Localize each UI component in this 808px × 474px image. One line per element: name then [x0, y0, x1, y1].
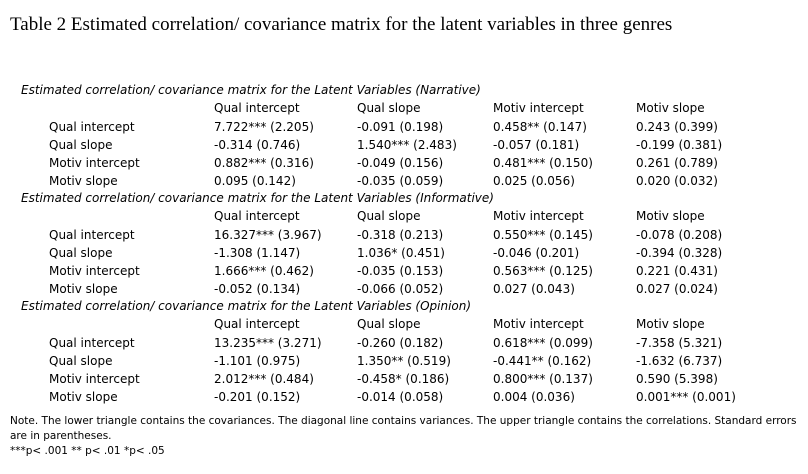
- table-row: Qual slope -1.101 (0.975) 1.350** (0.519…: [0, 352, 808, 370]
- column-header: Motiv intercept: [493, 209, 584, 223]
- table-cell: 0.025 (0.056): [493, 174, 575, 188]
- row-label: Motiv intercept: [49, 372, 140, 386]
- column-header: Qual slope: [357, 209, 421, 223]
- table-cell: 1.666*** (0.462): [214, 264, 314, 278]
- table-cell: -1.308 (1.147): [214, 246, 301, 260]
- table-cell: -0.458* (0.186): [357, 372, 450, 386]
- table-row: Qual slope -0.314 (0.746) 1.540*** (2.48…: [0, 136, 808, 154]
- row-label: Qual slope: [49, 138, 113, 152]
- correlation-table: Estimated correlation/ covariance matrix…: [0, 82, 808, 406]
- row-label: Qual intercept: [49, 336, 135, 350]
- column-header: Qual slope: [357, 317, 421, 331]
- table-cell: 0.458** (0.147): [493, 120, 587, 134]
- table-cell: -1.632 (6.737): [636, 354, 723, 368]
- table-cell: 1.350** (0.519): [357, 354, 451, 368]
- column-header: Motiv slope: [636, 209, 705, 223]
- table-cell: 2.012*** (0.484): [214, 372, 314, 386]
- row-label: Qual slope: [49, 246, 113, 260]
- row-label: Qual intercept: [49, 228, 135, 242]
- table-cell: 0.481*** (0.150): [493, 156, 593, 170]
- table-cell: -0.441** (0.162): [493, 354, 592, 368]
- table-row: Motiv intercept 0.882*** (0.316) -0.049 …: [0, 154, 808, 172]
- table-cell: 1.540*** (2.483): [357, 138, 457, 152]
- column-header: Motiv slope: [636, 101, 705, 115]
- table-cell: 0.243 (0.399): [636, 120, 718, 134]
- table-row: Motiv slope -0.201 (0.152) -0.014 (0.058…: [0, 388, 808, 406]
- row-label: Motiv slope: [49, 282, 118, 296]
- significance-legend: ***p< .001 ** p< .01 *p< .05: [10, 445, 165, 457]
- table-cell: 0.261 (0.789): [636, 156, 718, 170]
- table-cell: -0.014 (0.058): [357, 390, 444, 404]
- column-header: Motiv intercept: [493, 317, 584, 331]
- table-cell: -0.394 (0.328): [636, 246, 723, 260]
- table-cell: 0.027 (0.043): [493, 282, 575, 296]
- column-header: Motiv intercept: [493, 101, 584, 115]
- table-cell: -1.101 (0.975): [214, 354, 301, 368]
- table-cell: -0.035 (0.059): [357, 174, 444, 188]
- row-label: Motiv slope: [49, 390, 118, 404]
- table-cell: 0.800*** (0.137): [493, 372, 593, 386]
- table-cell: 0.550*** (0.145): [493, 228, 593, 242]
- table-cell: 0.563*** (0.125): [493, 264, 593, 278]
- table-cell: 0.618*** (0.099): [493, 336, 593, 350]
- table-cell: -0.046 (0.201): [493, 246, 580, 260]
- table-cell: 0.221 (0.431): [636, 264, 718, 278]
- table-cell: -0.066 (0.052): [357, 282, 444, 296]
- table-cell: 1.036* (0.451): [357, 246, 445, 260]
- table-row: Qual slope -1.308 (1.147) 1.036* (0.451)…: [0, 244, 808, 262]
- table-cell: -0.078 (0.208): [636, 228, 723, 242]
- table-row: Qual intercept 13.235*** (3.271) -0.260 …: [0, 334, 808, 352]
- row-label: Motiv slope: [49, 174, 118, 188]
- table-cell: 0.027 (0.024): [636, 282, 718, 296]
- table-cell: -7.358 (5.321): [636, 336, 723, 350]
- table-cell: 0.004 (0.036): [493, 390, 575, 404]
- column-header: Qual intercept: [214, 209, 300, 223]
- table-row: Qual intercept 7.722*** (2.205) -0.091 (…: [0, 118, 808, 136]
- table-row: Motiv intercept 1.666*** (0.462) -0.035 …: [0, 262, 808, 280]
- table-note: Note. The lower triangle contains the co…: [10, 415, 797, 442]
- table-cell: 16.327*** (3.967): [214, 228, 322, 242]
- table-cell: -0.049 (0.156): [357, 156, 444, 170]
- row-label: Qual slope: [49, 354, 113, 368]
- table-cell: 0.095 (0.142): [214, 174, 296, 188]
- table-cell: 0.020 (0.032): [636, 174, 718, 188]
- table-row: Motiv slope -0.052 (0.134) -0.066 (0.052…: [0, 280, 808, 298]
- column-header-row: Qual intercept Qual slope Motiv intercep…: [0, 207, 808, 226]
- column-header: Qual slope: [357, 101, 421, 115]
- column-header: Qual intercept: [214, 317, 300, 331]
- table-cell: -0.260 (0.182): [357, 336, 444, 350]
- row-label: Qual intercept: [49, 120, 135, 134]
- table-cell: 0.001*** (0.001): [636, 390, 736, 404]
- table-row: Motiv slope 0.095 (0.142) -0.035 (0.059)…: [0, 172, 808, 190]
- column-header: Qual intercept: [214, 101, 300, 115]
- table-cell: -0.052 (0.134): [214, 282, 301, 296]
- table-cell: -0.057 (0.181): [493, 138, 580, 152]
- table-row: Qual intercept 16.327*** (3.967) -0.318 …: [0, 226, 808, 244]
- column-header-row: Qual intercept Qual slope Motiv intercep…: [0, 315, 808, 334]
- column-header-row: Qual intercept Qual slope Motiv intercep…: [0, 99, 808, 118]
- table-row: Motiv intercept 2.012*** (0.484) -0.458*…: [0, 370, 808, 388]
- table-cell: 0.590 (5.398): [636, 372, 718, 386]
- table-cell: -0.201 (0.152): [214, 390, 301, 404]
- section-title: Estimated correlation/ covariance matrix…: [21, 299, 472, 313]
- table-cell: -0.091 (0.198): [357, 120, 444, 134]
- table-cell: 7.722*** (2.205): [214, 120, 314, 134]
- table-cell: -0.199 (0.381): [636, 138, 723, 152]
- section-title: Estimated correlation/ covariance matrix…: [21, 83, 481, 97]
- table-title: Table 2 Estimated correlation/ covarianc…: [10, 14, 673, 35]
- table-cell: -0.314 (0.746): [214, 138, 301, 152]
- section-title: Estimated correlation/ covariance matrix…: [21, 191, 494, 205]
- table-cell: 0.882*** (0.316): [214, 156, 314, 170]
- row-label: Motiv intercept: [49, 264, 140, 278]
- table-cell: 13.235*** (3.271): [214, 336, 322, 350]
- row-label: Motiv intercept: [49, 156, 140, 170]
- table-cell: -0.035 (0.153): [357, 264, 444, 278]
- table-cell: -0.318 (0.213): [357, 228, 444, 242]
- column-header: Motiv slope: [636, 317, 705, 331]
